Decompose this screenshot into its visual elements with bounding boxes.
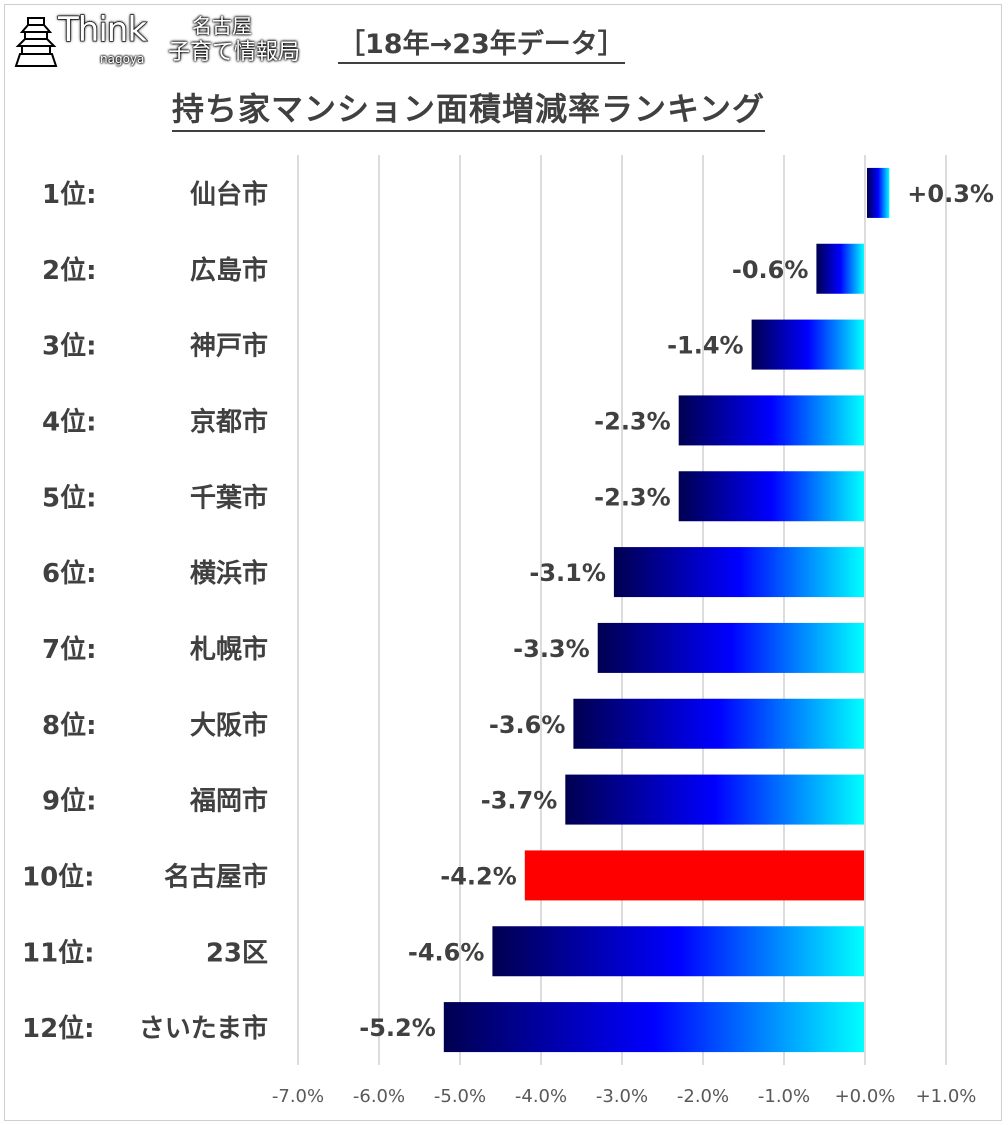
category-label: 千葉市 (190, 482, 268, 513)
data-label: -2.3% (594, 407, 671, 435)
bar (443, 1002, 864, 1053)
rank-label: 11位: (22, 937, 95, 968)
chart-frame (4, 4, 1002, 1121)
rank-label: 7位: (42, 634, 97, 665)
chart-title: 持ち家マンション面積増減率ランキング (172, 88, 766, 132)
rank-label: 1位: (42, 179, 97, 210)
bar (816, 243, 864, 294)
x-tick-label: -7.0% (272, 1086, 324, 1107)
rank-label: 5位: (42, 482, 97, 513)
rank-label: 12位: (22, 1013, 95, 1044)
rank-label: 6位: (42, 558, 97, 589)
category-label: 大阪市 (190, 710, 268, 741)
bar (613, 547, 864, 598)
category-label: 仙台市 (190, 179, 268, 210)
category-label: 神戸市 (190, 331, 268, 362)
castle-icon (14, 17, 58, 67)
logo-nagoya: nagoya (100, 52, 145, 66)
category-label: さいたま市 (139, 1013, 268, 1044)
bar (751, 319, 864, 370)
bar (678, 471, 864, 522)
category-label: 横浜市 (190, 558, 268, 589)
bar (597, 622, 864, 673)
data-label: -3.7% (481, 787, 558, 815)
x-tick-label: -6.0% (353, 1086, 405, 1107)
bar (867, 167, 890, 218)
category-label: 札幌市 (190, 634, 268, 665)
rank-label: 10位: (22, 861, 95, 892)
data-label: -5.2% (359, 1014, 436, 1042)
rank-label: 9位: (42, 786, 97, 817)
x-tick-label: -1.0% (758, 1086, 810, 1107)
category-label: 広島市 (190, 255, 268, 286)
data-label: -3.3% (513, 635, 590, 663)
x-tick-label: +0.0% (835, 1086, 896, 1107)
bar (565, 774, 864, 825)
data-label: -2.3% (594, 483, 671, 511)
category-label: 京都市 (190, 406, 268, 437)
data-label: -0.6% (732, 256, 809, 284)
logo: Think nagoya 名古屋 子育て情報局 (14, 10, 314, 68)
category-label: 福岡市 (189, 786, 268, 817)
rank-label: 2位: (42, 255, 97, 286)
bar (678, 395, 864, 446)
data-label: -1.4% (667, 332, 744, 360)
rank-label: 8位: (42, 710, 97, 741)
bar (492, 926, 864, 977)
rank-label: 3位: (42, 331, 97, 362)
data-label: -4.6% (408, 938, 485, 966)
data-label: -3.6% (489, 711, 566, 739)
x-tick-label: +1.0% (916, 1086, 977, 1107)
category-label: 23区 (206, 938, 268, 968)
data-label: +0.3% (907, 180, 994, 208)
rank-label: 4位: (42, 406, 97, 437)
bar (524, 850, 864, 901)
data-label: -4.2% (440, 862, 517, 890)
x-tick-label: -3.0% (596, 1086, 648, 1107)
x-tick-label: -5.0% (434, 1086, 486, 1107)
bar (573, 698, 864, 749)
data-label: -3.1% (529, 559, 606, 587)
logo-line2: 子育て情報局 (168, 40, 301, 65)
chart-subtitle: ［18年→23年データ］ (338, 28, 625, 64)
logo-line1: 名古屋 (192, 14, 252, 38)
category-label: 名古屋市 (164, 861, 268, 892)
logo-think: Think (57, 10, 147, 50)
x-tick-label: -4.0% (515, 1086, 567, 1107)
x-tick-label: -2.0% (677, 1086, 729, 1107)
